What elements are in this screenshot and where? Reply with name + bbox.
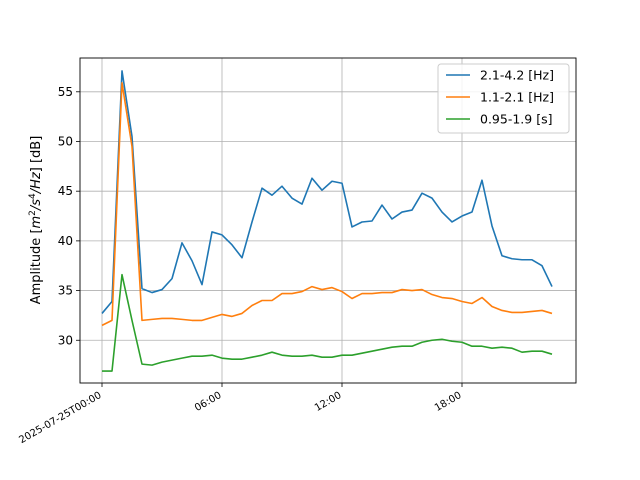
legend-label: 2.1-4.2 [Hz]: [480, 68, 554, 83]
legend-box: [437, 63, 570, 134]
y-tick-label: 50: [58, 134, 73, 148]
y-tick-label: 35: [58, 284, 73, 298]
legend-label: 0.95-1.9 [s]: [480, 112, 552, 127]
legend: 2.1-4.2 [Hz] 1.1-2.1 [Hz] 0.95-1.9 [s]: [437, 63, 570, 134]
y-tick-label: 30: [58, 333, 73, 347]
series-line-1: [101, 70, 553, 314]
series-line-2: [101, 82, 553, 327]
y-tick-label: 55: [58, 85, 73, 99]
y-axis-label: Amplitude [m2/s4/Hz] [dB]: [28, 136, 44, 305]
plot-frame: [79, 57, 577, 384]
y-tick-label: 45: [58, 184, 73, 198]
y-tick-label: 40: [58, 234, 73, 248]
series-line-3: [102, 273, 553, 372]
legend-label: 1.1-2.1 [Hz]: [480, 90, 554, 105]
series-group: [101, 70, 553, 372]
